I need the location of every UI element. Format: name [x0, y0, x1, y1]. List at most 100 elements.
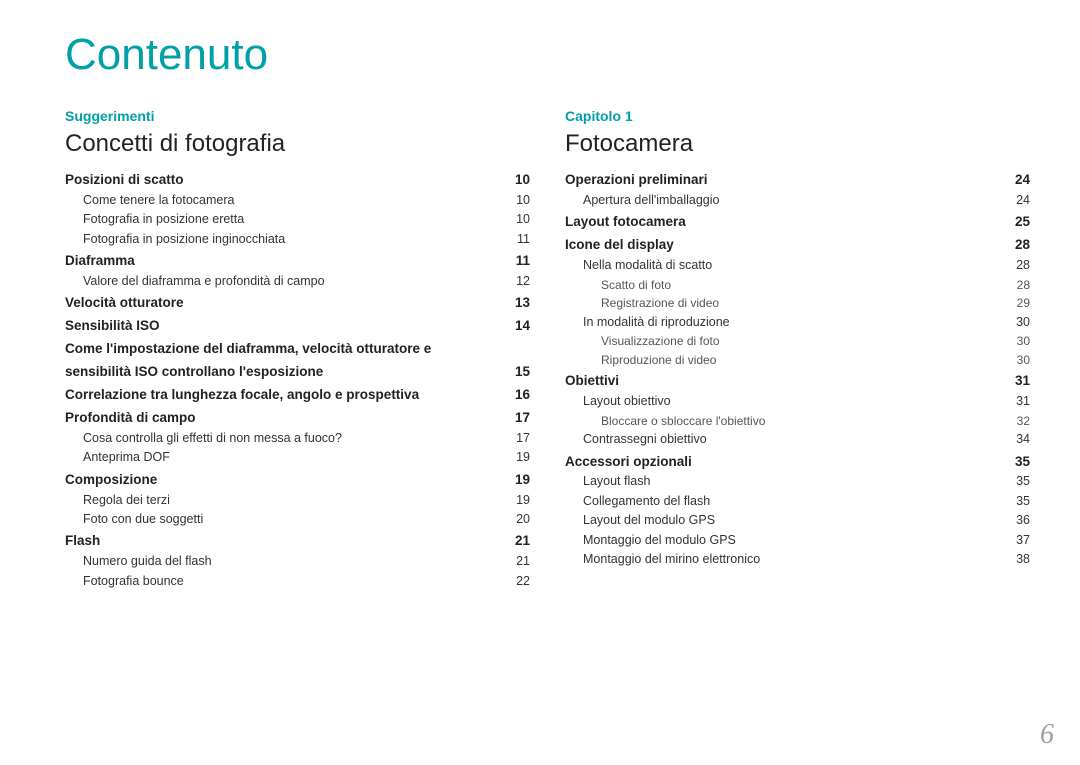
toc-entry-label: Layout flash — [583, 472, 650, 491]
toc-entry-label: Cosa controlla gli effetti di non messa … — [83, 429, 342, 448]
toc-column: SuggerimentiConcetti di fotografiaPosizi… — [65, 108, 530, 591]
toc-entry[interactable]: Posizioni di scatto 10 — [65, 170, 530, 191]
toc-entry-page: 19 — [512, 491, 530, 510]
toc-entry[interactable]: Composizione19 — [65, 470, 530, 491]
toc-entry[interactable]: sensibilità ISO controllano l'esposizion… — [65, 362, 530, 383]
toc-entry-page: 30 — [1013, 332, 1030, 351]
toc-entry[interactable]: Montaggio del modulo GPS 37 — [565, 531, 1030, 550]
toc-entry[interactable]: Layout del modulo GPS 36 — [565, 511, 1030, 530]
toc-entry[interactable]: Fotografia bounce 22 — [65, 572, 530, 591]
toc-entry-page: 28 — [1012, 256, 1030, 275]
toc-entry-label: Fotografia in posizione inginocchiata — [83, 230, 285, 249]
toc-entry-page: 16 — [511, 385, 530, 406]
toc-entry[interactable]: Accessori opzionali35 — [565, 452, 1030, 473]
toc-entry-label: sensibilità ISO controllano l'esposizion… — [65, 362, 323, 383]
toc-entry[interactable]: Correlazione tra lunghezza focale, angol… — [65, 385, 530, 406]
toc-entry-page: 19 — [512, 448, 530, 467]
toc-entry-label: Registrazione di video — [601, 294, 719, 313]
toc-entry[interactable]: Riproduzione di video30 — [565, 351, 1030, 370]
toc-entry[interactable]: Layout flash 35 — [565, 472, 1030, 491]
toc-entry-page: 10 — [511, 170, 530, 191]
toc-entry-label: Riproduzione di video — [601, 351, 716, 370]
toc-entry-label: Apertura dell'imballaggio — [583, 191, 720, 210]
toc-entry[interactable]: Cosa controlla gli effetti di non messa … — [65, 429, 530, 448]
toc-entry-label: Collegamento del flash — [583, 492, 710, 511]
toc-entry-label: Scatto di foto — [601, 276, 671, 295]
toc-entry-page: 35 — [1012, 472, 1030, 491]
toc-entry-page: 19 — [511, 470, 530, 491]
toc-entry[interactable]: Icone del display28 — [565, 235, 1030, 256]
toc-entry[interactable]: Come tenere la fotocamera10 — [65, 191, 530, 210]
toc-entry[interactable]: Apertura dell'imballaggio24 — [565, 191, 1030, 210]
toc-entry-label: Obiettivi — [565, 371, 619, 392]
page-container: Contenuto SuggerimentiConcetti di fotogr… — [0, 0, 1080, 765]
toc-entry[interactable]: Registrazione di video29 — [565, 294, 1030, 313]
toc-list: Operazioni preliminari24Apertura dell'im… — [565, 170, 1030, 569]
toc-entry-page: 11 — [513, 230, 530, 249]
toc-entry-label: Layout obiettivo — [583, 392, 671, 411]
toc-entry[interactable]: Fotografia in posizione inginocchiata 11 — [65, 230, 530, 249]
toc-entry[interactable]: Operazioni preliminari24 — [565, 170, 1030, 191]
toc-entry-page: 17 — [512, 429, 530, 448]
toc-entry-label: Posizioni di scatto — [65, 170, 184, 191]
toc-entry-page: 21 — [511, 531, 530, 552]
toc-entry-page: 17 — [511, 408, 530, 429]
toc-entry-label: Bloccare o sbloccare l'obiettivo — [601, 412, 765, 431]
toc-entry-page: 36 — [1012, 511, 1030, 530]
toc-entry[interactable]: Obiettivi31 — [565, 371, 1030, 392]
section-title: Fotocamera — [565, 130, 1030, 158]
toc-entry-page: 20 — [512, 510, 530, 529]
toc-entry[interactable]: In modalità di riproduzione 30 — [565, 313, 1030, 332]
toc-entry-label: Profondità di campo — [65, 408, 196, 429]
toc-entry-label: Layout del modulo GPS — [583, 511, 715, 530]
toc-entry[interactable]: Velocità otturatore13 — [65, 293, 530, 314]
toc-entry[interactable]: Nella modalità di scatto 28 — [565, 256, 1030, 275]
toc-entry-page: 30 — [1012, 313, 1030, 332]
toc-entry-page: 38 — [1012, 550, 1030, 569]
toc-entry[interactable]: Valore del diaframma e profondità di cam… — [65, 272, 530, 291]
toc-entry[interactable]: Sensibilità ISO14 — [65, 316, 530, 337]
toc-entry[interactable]: Visualizzazione di foto30 — [565, 332, 1030, 351]
toc-entry-page: 22 — [512, 572, 530, 591]
toc-entry[interactable]: Anteprima DOF 19 — [65, 448, 530, 467]
toc-entry-label: Foto con due soggetti — [83, 510, 203, 529]
toc-entry-page: 32 — [1013, 412, 1030, 431]
toc-entry-page: 31 — [1012, 392, 1030, 411]
toc-list: Posizioni di scatto 10Come tenere la foto… — [65, 170, 530, 591]
toc-entry-label: Valore del diaframma e profondità di cam… — [83, 272, 325, 291]
toc-entry-page: 11 — [512, 251, 530, 272]
toc-entry-page: 37 — [1012, 531, 1030, 550]
toc-entry-label: In modalità di riproduzione — [583, 313, 730, 332]
toc-entry-page: 35 — [1011, 452, 1030, 473]
toc-entry-label: Montaggio del mirino elettronico — [583, 550, 760, 569]
toc-entry[interactable]: Regola dei terzi 19 — [65, 491, 530, 510]
toc-entry-label: Anteprima DOF — [83, 448, 170, 467]
toc-entry[interactable]: Collegamento del flash35 — [565, 492, 1030, 511]
toc-entry-label: Come l'impostazione del diaframma, veloc… — [65, 339, 431, 360]
toc-entry[interactable]: Layout fotocamera25 — [565, 212, 1030, 233]
toc-entry-label: Operazioni preliminari — [565, 170, 708, 191]
page-title: Contenuto — [65, 30, 1030, 80]
toc-entry[interactable]: Fotografia in posizione eretta10 — [65, 210, 530, 229]
toc-column: Capitolo 1FotocameraOperazioni prelimina… — [565, 108, 1030, 591]
toc-entry-label: Regola dei terzi — [83, 491, 170, 510]
toc-entry-label: Montaggio del modulo GPS — [583, 531, 736, 550]
toc-entry-label: Icone del display — [565, 235, 674, 256]
toc-entry[interactable]: Come l'impostazione del diaframma, veloc… — [65, 339, 530, 360]
section-title: Concetti di fotografia — [65, 130, 530, 158]
toc-entry-label: Fotografia in posizione eretta — [83, 210, 244, 229]
toc-entry-label: Fotografia bounce — [83, 572, 184, 591]
toc-entry[interactable]: Numero guida del flash21 — [65, 552, 530, 571]
toc-entry[interactable]: Profondità di campo 17 — [65, 408, 530, 429]
toc-entry[interactable]: Foto con due soggetti 20 — [65, 510, 530, 529]
toc-entry[interactable]: Layout obiettivo 31 — [565, 392, 1030, 411]
toc-entry[interactable]: Flash21 — [65, 531, 530, 552]
toc-entry[interactable]: Diaframma11 — [65, 251, 530, 272]
toc-entry-page: 15 — [511, 362, 530, 383]
toc-entry[interactable]: Montaggio del mirino elettronico 38 — [565, 550, 1030, 569]
toc-entry[interactable]: Bloccare o sbloccare l'obiettivo 32 — [565, 412, 1030, 431]
toc-entry-label: Nella modalità di scatto — [583, 256, 712, 275]
toc-entry[interactable]: Contrassegni obiettivo34 — [565, 430, 1030, 449]
toc-entry[interactable]: Scatto di foto 28 — [565, 276, 1030, 295]
toc-entry-page: 28 — [1013, 276, 1030, 295]
